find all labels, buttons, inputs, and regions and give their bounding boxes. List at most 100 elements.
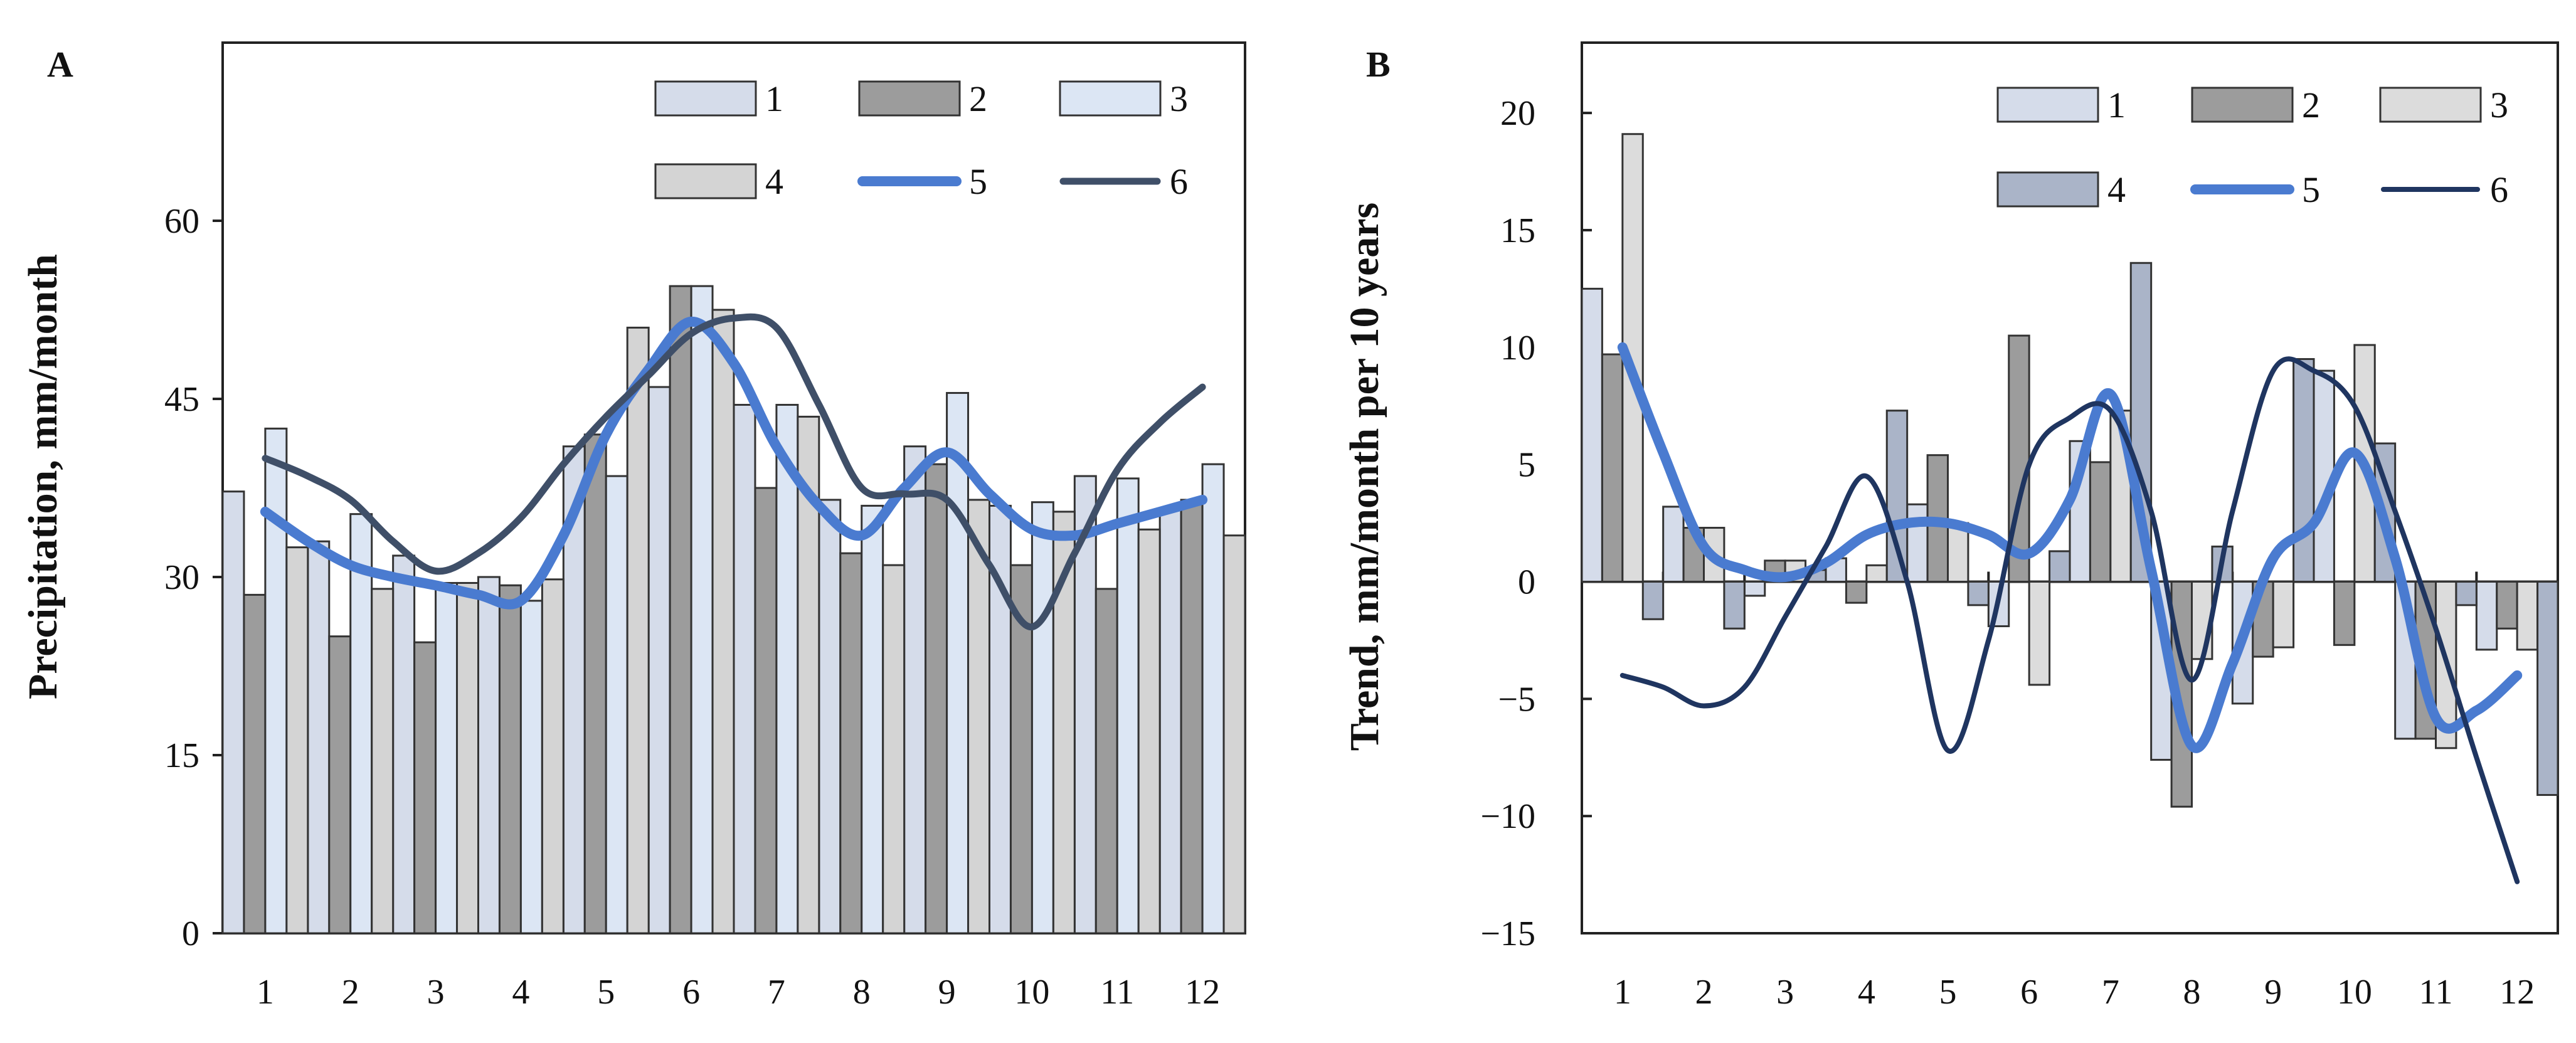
legend-label-6: 6	[1170, 161, 1188, 202]
bar-series-1-month-6	[647, 386, 671, 934]
y-tick-label: 0	[182, 914, 199, 953]
bar-series-1-month-7	[733, 403, 756, 934]
bar-series-1-month-4	[477, 576, 501, 934]
bar-series-3-month-4	[1865, 564, 1888, 583]
x-tick-label: 3	[1776, 973, 1794, 1012]
bar-series-1-month-8	[818, 499, 842, 934]
legend-label-5: 5	[2302, 169, 2320, 210]
bar-series-1-month-2	[307, 540, 331, 934]
x-tick-label: 6	[2020, 973, 2038, 1012]
bar-series-3-month-12	[2516, 580, 2539, 651]
x-tick-label: 4	[1858, 973, 1875, 1012]
y-tick-label: 20	[1500, 94, 1535, 133]
legend-label-3: 3	[2490, 85, 2508, 125]
legend-label-2: 2	[2302, 85, 2320, 125]
bar-series-1-month-1	[1581, 287, 1603, 583]
x-tick-label: 5	[1939, 973, 1957, 1012]
legend-label-6: 6	[2490, 169, 2508, 210]
bar-series-3-month-9	[2272, 580, 2295, 649]
y-tick-label: 60	[164, 202, 199, 241]
legend-swatch-1	[1996, 87, 2099, 123]
panel-label: A	[47, 44, 73, 85]
bar-series-4-month-3	[456, 581, 480, 934]
bar-series-3-month-7	[775, 403, 799, 934]
bar-series-1-month-5	[1906, 503, 1929, 583]
bar-series-2-month-12	[1180, 499, 1204, 934]
legend-label-4: 4	[2107, 169, 2126, 210]
bar-series-3-month-1	[264, 427, 288, 934]
y-tick-label: −15	[1480, 914, 1535, 953]
x-tick-label: 11	[2419, 973, 2453, 1012]
legend-swatch-2	[858, 80, 961, 117]
x-tick-label: 1	[1614, 973, 1631, 1012]
x-tick-label: 4	[512, 973, 529, 1012]
line-series-5	[260, 316, 1208, 610]
bar-series-3-month-5	[1947, 522, 1969, 583]
bar-series-4-month-5	[626, 326, 650, 934]
bar-series-4-month-2	[371, 588, 395, 934]
bar-series-2-month-10	[2333, 580, 2356, 646]
bar-series-3-month-12	[1201, 463, 1225, 934]
y-tick-label: 5	[1518, 446, 1535, 485]
bar-series-4-month-11	[2455, 580, 2478, 606]
y-tick-label: −5	[1498, 680, 1535, 719]
bar-series-1-month-3	[1743, 580, 1766, 597]
bar-series-1-month-3	[392, 554, 416, 934]
bar-series-1-month-2	[1662, 506, 1685, 583]
x-tick-label: 7	[768, 973, 785, 1012]
bar-series-2-month-12	[2496, 580, 2518, 630]
bar-series-2-month-4	[498, 584, 522, 934]
bar-series-2-month-7	[2089, 461, 2112, 583]
y-tick-label: 0	[1518, 563, 1535, 601]
x-tick-label: 3	[427, 973, 445, 1012]
y-tick-label: 10	[1500, 329, 1535, 368]
legend-label-3: 3	[1170, 78, 1188, 119]
x-tick-label: 8	[2183, 973, 2201, 1012]
bar-series-1-month-12	[1158, 507, 1182, 934]
y-tick-label: 45	[164, 380, 199, 419]
legend-swatch-2	[2191, 87, 2294, 123]
x-tick-label: 9	[2264, 973, 2282, 1012]
bar-series-3-month-5	[605, 475, 628, 934]
x-tick-label: 5	[597, 973, 615, 1012]
bar-series-1-month-1	[221, 490, 245, 934]
x-tick-label: 8	[853, 973, 871, 1012]
legend-swatch-3	[2379, 87, 2482, 123]
y-tick-label: 15	[164, 736, 199, 775]
bar-series-3-month-11	[1116, 477, 1140, 934]
bar-series-3-month-6	[2028, 580, 2051, 686]
bar-series-4-month-5	[1967, 580, 1990, 606]
bar-series-3-month-3	[435, 581, 458, 934]
bar-series-4-month-4	[541, 578, 564, 934]
x-tick-label: 2	[342, 973, 359, 1012]
x-tick-label: 11	[1100, 973, 1134, 1012]
bar-series-4-month-9	[2292, 357, 2315, 583]
bar-series-4-month-1	[1641, 580, 1665, 620]
x-tick-label: 10	[2337, 973, 2372, 1012]
bar-series-2-month-5	[583, 433, 607, 934]
bar-series-2-month-6	[669, 285, 692, 934]
legend-swatch-4	[654, 163, 757, 199]
bar-series-3-month-6	[690, 285, 714, 934]
x-tick-label: 1	[257, 973, 274, 1012]
bar-series-2-month-7	[754, 487, 778, 934]
bar-series-1-month-9	[903, 445, 927, 934]
bar-series-2-month-8	[839, 552, 863, 934]
bar-series-2-month-2	[328, 635, 352, 934]
bar-series-4-month-12	[2536, 580, 2559, 797]
bar-series-4-month-11	[1137, 528, 1161, 934]
x-tick-label: 12	[1185, 973, 1220, 1012]
bar-series-1-month-12	[2475, 580, 2498, 651]
bar-series-4-month-9	[967, 499, 990, 934]
bar-series-2-month-3	[413, 641, 437, 934]
bar-series-4-month-6	[2049, 550, 2071, 583]
bar-series-4-month-1	[285, 546, 309, 934]
legend-swatch-1	[654, 80, 757, 117]
y-axis-title: Precipitation, mm/month	[20, 254, 66, 699]
x-tick-label: 12	[2499, 973, 2535, 1012]
bar-series-2-month-9	[925, 463, 948, 934]
legend-label-5: 5	[969, 161, 987, 202]
x-tick-label: 6	[682, 973, 700, 1012]
